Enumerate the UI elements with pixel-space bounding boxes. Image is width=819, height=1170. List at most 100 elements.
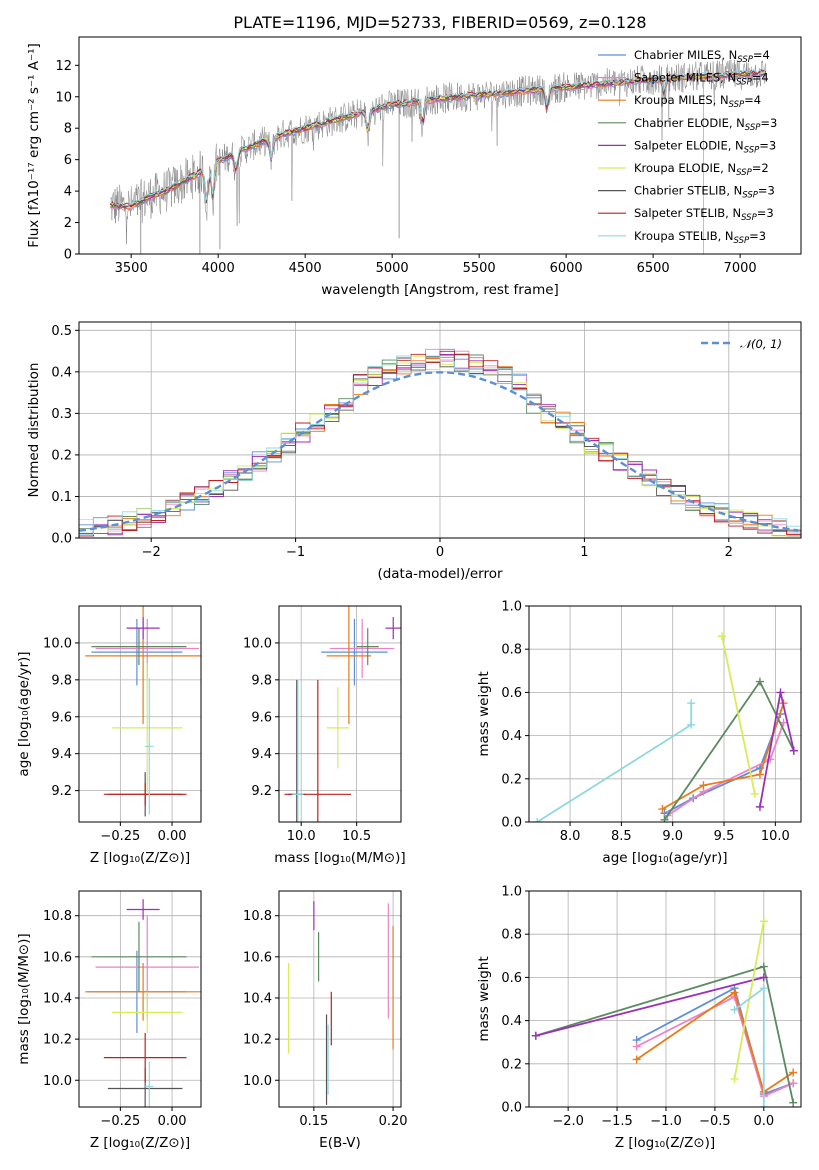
y-tick-label: 0.0 xyxy=(501,1101,522,1116)
y-tick-label: 10.0 xyxy=(43,1074,72,1089)
y-axis-label: Normed distribution xyxy=(26,363,42,498)
x-tick-label: 8.5 xyxy=(611,829,632,844)
y-tick-label: 9.4 xyxy=(251,747,272,762)
x-tick-label: 4500 xyxy=(289,261,322,276)
weight-marker xyxy=(699,781,708,790)
weight-marker xyxy=(687,720,696,729)
legend-entry: Salpeter STELIB, NSSP=3 xyxy=(634,206,774,223)
x-axis-label: E(B-V) xyxy=(319,1135,361,1151)
weight-marker xyxy=(632,1042,641,1051)
x-tick-label: −1.0 xyxy=(650,1114,682,1129)
weight-marker xyxy=(755,802,764,811)
weight-series-salpeter-elodie xyxy=(755,688,798,811)
weight-marker xyxy=(687,699,696,708)
gridlines xyxy=(529,606,801,822)
x-axis-label: age [log₁₀(age/yr)] xyxy=(602,850,727,866)
weight-series-kroupa-elodie xyxy=(717,632,759,798)
legend-entry: Chabrier MILES, NSSP=4 xyxy=(634,48,770,65)
weight-marker xyxy=(759,973,768,982)
y-tick-label: 0.4 xyxy=(51,365,72,380)
x-tick-label: −0.5 xyxy=(699,1114,731,1129)
y-tick-label: 9.8 xyxy=(251,673,272,688)
y-tick-label: 10.8 xyxy=(43,909,72,924)
y-tick-label: 10.4 xyxy=(243,991,272,1006)
weight-series-kroupa-stelib xyxy=(533,699,696,822)
mass_vs_ebv-plot-area xyxy=(279,891,401,1107)
x-tick-label: 1 xyxy=(580,545,588,560)
x-axis-label: Z [log₁₀(Z/Z⊙)] xyxy=(615,1135,715,1151)
y-tick-label: 10.0 xyxy=(43,636,72,651)
y-tick-label: 0.0 xyxy=(501,816,522,831)
gridlines xyxy=(279,891,401,1107)
residuals-plot-area xyxy=(79,322,801,538)
y-tick-label: 0.0 xyxy=(51,532,72,547)
mass_vs_ebv-axes: 0.15 0.20 10.0 10.2 10.4 10.6 10.8 E(B-V) xyxy=(243,890,408,1151)
weight-marker xyxy=(776,688,785,697)
legend-entry: Kroupa STELIB, NSSP=3 xyxy=(634,229,766,246)
axes-frame xyxy=(78,605,202,823)
model-fit-salpeter-miles xyxy=(109,73,767,212)
y-tick-label: 0.2 xyxy=(501,1057,522,1072)
x-tick-label: 5500 xyxy=(463,261,496,276)
x-tick-label: 10.0 xyxy=(761,829,790,844)
x-tick-label: 4000 xyxy=(202,261,235,276)
errorbar-chabrier-elodie xyxy=(91,628,187,666)
x-tick-label: 10.0 xyxy=(287,829,316,844)
weight-marker xyxy=(533,818,542,822)
x-axis-label: (data-model)/error xyxy=(377,566,503,582)
y-tick-label: 0.4 xyxy=(501,729,522,744)
y-tick-label: 10 xyxy=(55,90,72,105)
weight-marker xyxy=(717,632,726,641)
age_vs_Z-plot-area xyxy=(79,606,201,822)
errorbar-kroupa-stelib xyxy=(145,1061,154,1107)
weight-marker xyxy=(632,1055,641,1064)
errorbar-salpeter-elodie xyxy=(126,617,160,640)
x-tick-label: 6000 xyxy=(550,261,583,276)
mass_vs_Z-plot-area xyxy=(79,891,201,1107)
errorbar-chabrier-elodie xyxy=(356,628,379,666)
weight-marker xyxy=(730,988,739,997)
x-tick-label: −0.25 xyxy=(100,1114,140,1129)
y-tick-label: 9.2 xyxy=(251,784,272,799)
y-tick-label: 0.6 xyxy=(501,971,522,986)
x-tick-label: 0.00 xyxy=(158,829,187,844)
errorbar-salpeter-stelib xyxy=(103,1032,187,1083)
x-tick-label: −1 xyxy=(286,545,305,560)
weight-marker xyxy=(789,1079,798,1088)
mass_vs_Z-axes: −0.25 0.00 10.0 10.2 10.4 10.6 10.8 Z [log₁₀(Z/… xyxy=(16,890,202,1151)
legend-entry: Salpeter ELODIE, NSSP=3 xyxy=(634,138,776,155)
y-tick-label: 10.6 xyxy=(43,950,72,965)
y-tick-label: 10.2 xyxy=(43,1033,72,1048)
weight-marker xyxy=(730,1074,739,1083)
y-tick-label: 10.0 xyxy=(243,636,272,651)
y-tick-label: 8 xyxy=(64,122,72,137)
weight-marker xyxy=(750,789,759,798)
x-tick-label: 8.0 xyxy=(560,829,581,844)
y-tick-label: 6 xyxy=(64,153,72,168)
gridlines xyxy=(529,891,801,1107)
y-tick-label: 1.0 xyxy=(501,885,522,900)
axes-frame xyxy=(528,890,802,1108)
y-tick-label: 0.5 xyxy=(51,324,72,339)
y-axis-label: mass weight xyxy=(476,671,492,756)
errorbar-salpeter-miles xyxy=(330,618,395,678)
x-tick-label: 9.0 xyxy=(662,829,683,844)
weight-series-chabrier-elodie xyxy=(660,677,798,822)
y-tick-label: 4 xyxy=(64,185,72,200)
axes-frame xyxy=(78,890,202,1108)
axes-frame xyxy=(528,605,802,823)
legend-entry: Chabrier ELODIE, NSSP=3 xyxy=(634,116,777,133)
y-tick-label: 0.6 xyxy=(501,686,522,701)
x-axis-label: wavelength [Angstrom, rest frame] xyxy=(321,282,559,298)
errorbar-chabrier-miles xyxy=(321,618,388,686)
y-tick-label: 1.0 xyxy=(501,600,522,615)
y-axis-label: Flux [fλ10⁻¹⁷ erg cm⁻² s⁻¹ A⁻¹] xyxy=(26,43,42,248)
weight-series-chabrier-miles xyxy=(660,710,785,818)
residuals-axes: −2 −1 0 1 2 0.0 0.1 0.2 0.3 0.4 0.5 (data-model)/er… xyxy=(26,321,802,582)
errorbar-kroupa-stelib xyxy=(292,679,304,822)
weight-marker xyxy=(789,746,798,755)
figure-title: PLATE=1196, MJD=52733, FIBERID=0569, z=0… xyxy=(233,13,646,32)
x-tick-label: −0.25 xyxy=(100,829,140,844)
weight-series-kroupa-stelib xyxy=(730,984,768,1107)
y-tick-label: 0 xyxy=(64,248,72,263)
